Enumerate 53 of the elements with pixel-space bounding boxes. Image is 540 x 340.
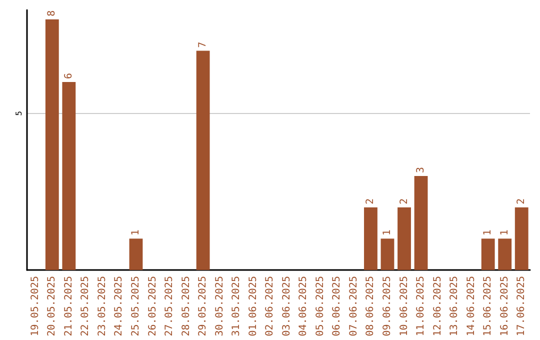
x-tick-label: 17.06.2025 bbox=[516, 276, 528, 336]
data-label: 1 bbox=[499, 230, 510, 236]
x-tick-label: 05.06.2025 bbox=[314, 276, 326, 336]
x-tick-label: 25.05.2025 bbox=[130, 276, 142, 336]
x-tick-label: 27.05.2025 bbox=[164, 276, 176, 336]
bar bbox=[380, 238, 394, 270]
x-tick-label: 20.05.2025 bbox=[46, 276, 58, 336]
data-label: 8 bbox=[46, 10, 58, 16]
data-label: 6 bbox=[63, 73, 74, 80]
x-tick-label: 12.06.2025 bbox=[432, 276, 444, 336]
bar bbox=[62, 82, 76, 270]
data-label: 1 bbox=[382, 230, 393, 236]
x-tick-label: 22.05.2025 bbox=[80, 276, 92, 336]
x-tick-label: 23.05.2025 bbox=[96, 276, 108, 336]
x-tick-label: 01.06.2025 bbox=[248, 276, 259, 336]
bar bbox=[45, 19, 59, 270]
x-tick-label: 29.05.2025 bbox=[198, 276, 209, 336]
x-tick-label: 02.06.2025 bbox=[264, 276, 276, 336]
y-tick-label: 5 bbox=[14, 110, 24, 116]
bar bbox=[498, 238, 512, 270]
bar bbox=[414, 176, 428, 270]
data-label: 1 bbox=[482, 230, 494, 236]
x-tick-label: 07.06.2025 bbox=[348, 276, 360, 336]
x-tick-label: 09.06.2025 bbox=[382, 276, 393, 336]
data-label: 2 bbox=[365, 198, 376, 204]
x-tick-label: 28.05.2025 bbox=[180, 276, 192, 336]
x-tick-label: 16.06.2025 bbox=[499, 276, 510, 336]
bar bbox=[364, 207, 378, 270]
x-tick-label: 30.05.2025 bbox=[214, 276, 226, 336]
x-tick-label: 15.06.2025 bbox=[482, 276, 494, 336]
bar bbox=[129, 238, 143, 270]
data-label: 1 bbox=[130, 230, 142, 236]
x-tick-label: 21.05.2025 bbox=[63, 276, 74, 336]
x-tick-label: 08.06.2025 bbox=[365, 276, 376, 336]
bar bbox=[514, 207, 528, 270]
bar bbox=[481, 238, 495, 270]
x-tick-label: 19.05.2025 bbox=[30, 276, 41, 336]
bar bbox=[196, 50, 210, 270]
x-tick-label: 04.06.2025 bbox=[298, 276, 310, 336]
x-tick-label: 14.06.2025 bbox=[466, 276, 477, 336]
x-tick-label: 31.05.2025 bbox=[231, 276, 242, 336]
x-tick-label: 03.06.2025 bbox=[281, 276, 292, 336]
data-label: 2 bbox=[516, 198, 528, 204]
data-label: 7 bbox=[198, 42, 209, 48]
x-tick-label: 10.06.2025 bbox=[398, 276, 410, 336]
x-tick-label: 13.06.2025 bbox=[449, 276, 460, 336]
x-tick-label: 11.06.2025 bbox=[416, 276, 427, 336]
data-label: 2 bbox=[398, 198, 410, 204]
x-tick-label: 26.05.2025 bbox=[147, 276, 158, 336]
bar bbox=[398, 207, 411, 270]
data-label: 3 bbox=[416, 166, 427, 174]
x-tick-label: 06.06.2025 bbox=[332, 276, 343, 336]
x-tick-label: 24.05.2025 bbox=[114, 276, 125, 336]
